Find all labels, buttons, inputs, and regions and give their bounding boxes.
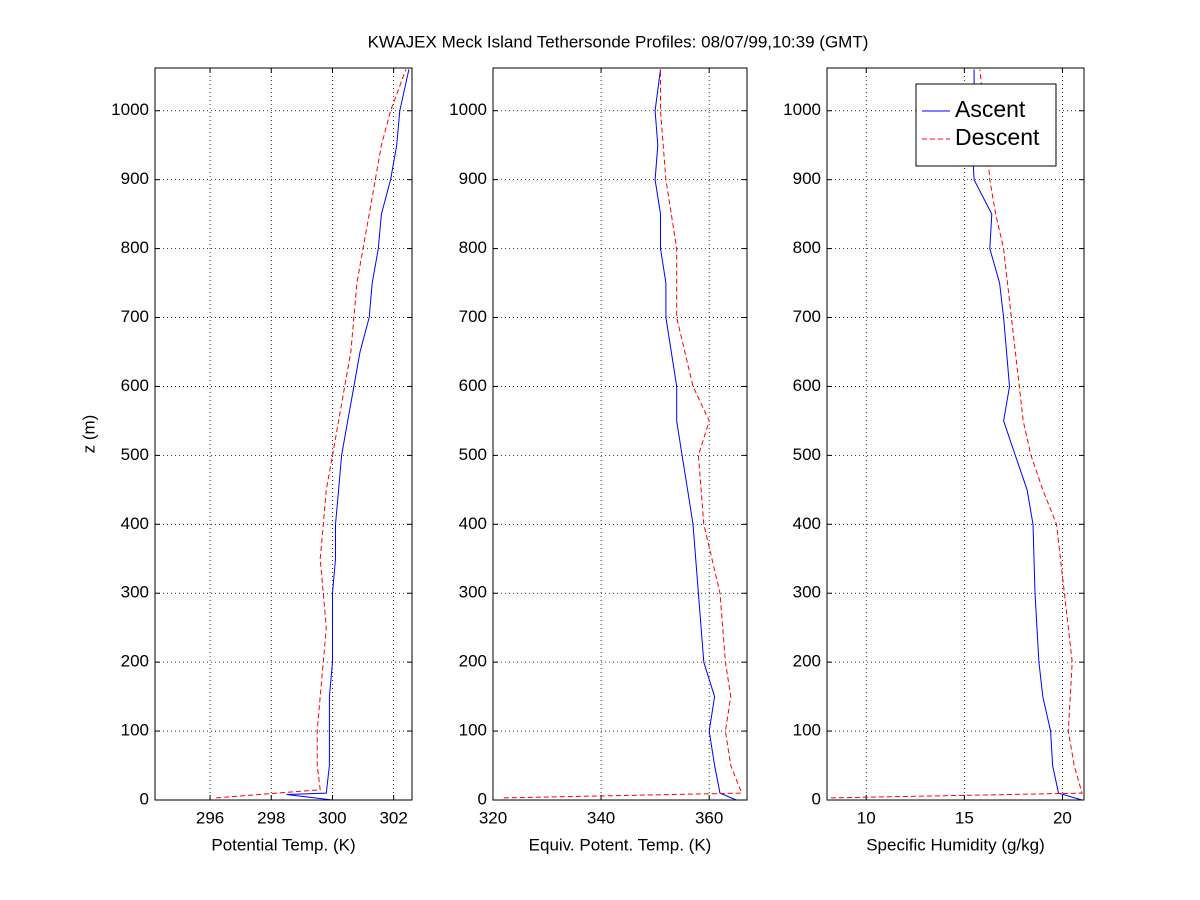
profile-line [971, 69, 1083, 800]
legend-label: Descent [955, 124, 1040, 150]
x-tick-label: 340 [587, 808, 615, 827]
x-tick-label: 302 [379, 808, 407, 827]
y-tick-label: 1000 [111, 100, 149, 119]
y-tick-label: 0 [812, 789, 821, 808]
y-tick-label: 600 [793, 376, 821, 395]
x-tick-label: 296 [196, 808, 224, 827]
legend-label: Ascent [955, 96, 1026, 122]
x-tick-label: 15 [955, 808, 974, 827]
y-tick-label: 0 [140, 789, 149, 808]
y-tick-label: 900 [121, 169, 149, 188]
y-tick-label: 600 [459, 376, 487, 395]
y-tick-label: 800 [793, 238, 821, 257]
x-axis-label: Equiv. Potent. Temp. (K) [529, 835, 712, 854]
y-tick-label: 400 [793, 514, 821, 533]
y-tick-label: 100 [121, 721, 149, 740]
plot-area [493, 68, 747, 800]
x-tick-label: 360 [695, 808, 723, 827]
x-tick-label: 10 [857, 808, 876, 827]
y-tick-label: 400 [121, 514, 149, 533]
y-tick-label: 800 [459, 238, 487, 257]
x-tick-label: 20 [1053, 808, 1072, 827]
y-tick-label: 300 [793, 583, 821, 602]
plot-area [155, 68, 412, 800]
y-tick-label: 200 [121, 652, 149, 671]
axes-frame [492, 67, 748, 801]
y-tick-label: 200 [793, 652, 821, 671]
y-tick-label: 500 [793, 445, 821, 464]
x-tick-label: 320 [479, 808, 507, 827]
axes-frame [154, 67, 413, 801]
y-tick-label: 900 [459, 169, 487, 188]
y-tick-label: 0 [478, 789, 487, 808]
y-tick-label: 900 [793, 169, 821, 188]
profile-line [503, 69, 743, 799]
x-axis-label: Potential Temp. (K) [211, 835, 355, 854]
profile-line [654, 69, 737, 800]
y-tick-label: 300 [459, 583, 487, 602]
x-tick-label: 300 [318, 808, 346, 827]
y-tick-label: 700 [793, 307, 821, 326]
legend-box [915, 83, 1057, 167]
y-tick-label: 700 [121, 307, 149, 326]
y-tick-label: 300 [121, 583, 149, 602]
axes-frame [826, 67, 1085, 801]
y-tick-label: 800 [121, 238, 149, 257]
y-tick-label: 400 [459, 514, 487, 533]
profile-line [830, 69, 1083, 799]
x-tick-label: 298 [257, 808, 285, 827]
y-tick-label: 1000 [783, 100, 821, 119]
y-tick-label: 500 [121, 445, 149, 464]
profile-line [286, 69, 410, 800]
y-axis-label: z (m) [79, 415, 98, 454]
x-axis-label: Specific Humidity (g/kg) [866, 835, 1045, 854]
plot-area [827, 68, 1084, 800]
profile-line [216, 69, 407, 799]
y-tick-label: 100 [459, 721, 487, 740]
y-tick-label: 100 [793, 721, 821, 740]
y-tick-label: 500 [459, 445, 487, 464]
y-tick-label: 700 [459, 307, 487, 326]
y-tick-label: 1000 [449, 100, 487, 119]
y-tick-label: 600 [121, 376, 149, 395]
figure-title: KWAJEX Meck Island Tethersonde Profiles:… [368, 32, 869, 51]
y-tick-label: 200 [459, 652, 487, 671]
